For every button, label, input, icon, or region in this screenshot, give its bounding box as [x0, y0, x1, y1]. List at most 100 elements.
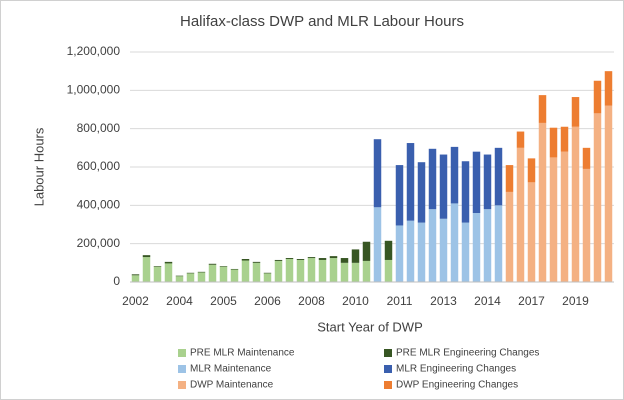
- bar-segment: [472, 151, 481, 213]
- bar-segment: [516, 147, 525, 282]
- bar-segment: [351, 262, 360, 282]
- bar-segment: [560, 151, 569, 282]
- bar-segment: [307, 258, 316, 282]
- bar-segment: [241, 260, 250, 282]
- x-axis-title: Start Year of DWP: [317, 319, 423, 334]
- bar-segment: [417, 222, 426, 282]
- bar-segment: [131, 275, 140, 282]
- bar-segment: [538, 122, 547, 283]
- chart-title: Halifax-class DWP and MLR Labour Hours: [180, 13, 464, 30]
- bar-segment: [142, 257, 151, 282]
- y-tick-label: 800,000: [77, 121, 121, 135]
- bar-segment: [285, 258, 294, 259]
- bar-segment: [329, 258, 338, 282]
- y-tick-label: 600,000: [77, 159, 121, 173]
- y-axis-title: Labour Hours: [31, 127, 46, 206]
- bar-segment: [571, 97, 580, 127]
- bar-segment: [153, 266, 162, 267]
- y-tick-label: 1,200,000: [67, 44, 121, 58]
- bar-segment: [340, 262, 349, 282]
- bar-segment: [538, 95, 547, 123]
- bar-segment: [483, 154, 492, 210]
- x-tick-label: 2006: [254, 294, 281, 308]
- legend-label: PRE MLR Engineering Changes: [396, 348, 539, 359]
- bar-segment: [274, 259, 283, 261]
- bar-segment: [318, 259, 327, 282]
- bar-segment: [604, 105, 613, 283]
- bar-segment: [362, 241, 371, 261]
- bar-segment: [142, 255, 151, 258]
- bar-segment: [252, 261, 261, 263]
- bar-segment: [582, 168, 591, 282]
- y-tick-label: 0: [113, 274, 120, 288]
- bar-segment: [439, 218, 448, 282]
- y-tick-label: 200,000: [77, 236, 121, 250]
- bar-segment: [560, 126, 569, 152]
- bar-segment: [604, 71, 613, 106]
- x-tick-label: 2010: [342, 294, 369, 308]
- bar-segment: [340, 258, 349, 263]
- legend-swatch: [384, 381, 392, 389]
- bar-segment: [241, 259, 250, 261]
- legend-label: DWP Maintenance: [190, 380, 274, 391]
- bar-segment: [428, 209, 437, 282]
- bar-segment: [373, 139, 382, 208]
- bar-segment: [439, 154, 448, 219]
- bar-segment: [164, 261, 173, 264]
- bar-segment: [263, 273, 272, 282]
- bar-segment: [571, 126, 580, 282]
- bar-segment: [450, 146, 459, 204]
- bar-segment: [175, 276, 184, 282]
- bar-segment: [208, 263, 217, 265]
- bar-segment: [153, 266, 162, 282]
- legend-swatch: [178, 381, 186, 389]
- x-tick-label: 2013: [430, 294, 457, 308]
- x-tick-label: 2008: [298, 294, 325, 308]
- legend-swatch: [178, 365, 186, 373]
- bar-segment: [527, 158, 536, 183]
- bar-segment: [461, 161, 470, 223]
- bar-segment: [351, 249, 360, 263]
- x-tick-label: 2019: [562, 294, 589, 308]
- bar-segment: [285, 259, 294, 282]
- x-tick-label: 2004: [166, 294, 193, 308]
- bar-segment: [494, 147, 503, 206]
- legend-label: PRE MLR Maintenance: [190, 348, 295, 359]
- bar-segment: [197, 272, 206, 282]
- x-tick-label: 2014: [474, 294, 501, 308]
- x-tick-label: 2011: [387, 294, 413, 308]
- bar-segment: [230, 269, 239, 282]
- legend-swatch: [384, 365, 392, 373]
- bar-segment: [483, 209, 492, 282]
- bar-segment: [131, 274, 140, 276]
- legend-label: MLR Maintenance: [190, 364, 272, 375]
- x-tick-label: 2005: [210, 294, 237, 308]
- bar-segment: [593, 113, 602, 282]
- y-tick-label: 1,000,000: [67, 83, 121, 97]
- bar-segment: [406, 143, 415, 221]
- bar-segment: [230, 268, 239, 270]
- bar-segment: [516, 131, 525, 148]
- bar-segment: [274, 260, 283, 282]
- bar-segment: [219, 266, 228, 267]
- bar-segment: [450, 203, 459, 282]
- bar-segment: [296, 259, 305, 282]
- bar-segment: [505, 165, 514, 192]
- y-tick-label: 400,000: [77, 198, 121, 212]
- bar-segment: [186, 273, 195, 282]
- bar-segment: [186, 272, 195, 274]
- bar-segment: [329, 256, 338, 259]
- bar-segment: [428, 148, 437, 210]
- bar-segment: [384, 259, 393, 282]
- legend-label: DWP Engineering Changes: [396, 380, 518, 391]
- bar-segment: [395, 165, 404, 226]
- bar-segment: [373, 207, 382, 282]
- bar-segment: [527, 182, 536, 282]
- legend-swatch: [384, 349, 392, 357]
- bar-segment: [417, 162, 426, 223]
- bar-segment: [395, 225, 404, 282]
- bar-segment: [318, 258, 327, 260]
- bar-segment: [362, 260, 371, 282]
